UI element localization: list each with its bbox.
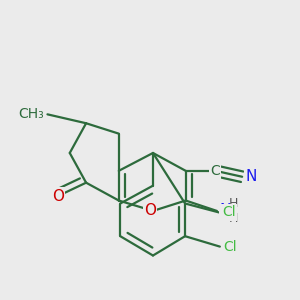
Text: H: H — [229, 212, 238, 225]
Text: Cl: Cl — [223, 240, 236, 254]
Text: O: O — [52, 189, 64, 204]
Text: C: C — [211, 164, 220, 178]
Text: Cl: Cl — [222, 206, 236, 219]
Text: N: N — [245, 169, 256, 184]
Text: O: O — [144, 203, 156, 218]
Text: N: N — [220, 203, 231, 218]
Text: CH₃: CH₃ — [19, 107, 44, 121]
Text: H: H — [229, 197, 238, 210]
